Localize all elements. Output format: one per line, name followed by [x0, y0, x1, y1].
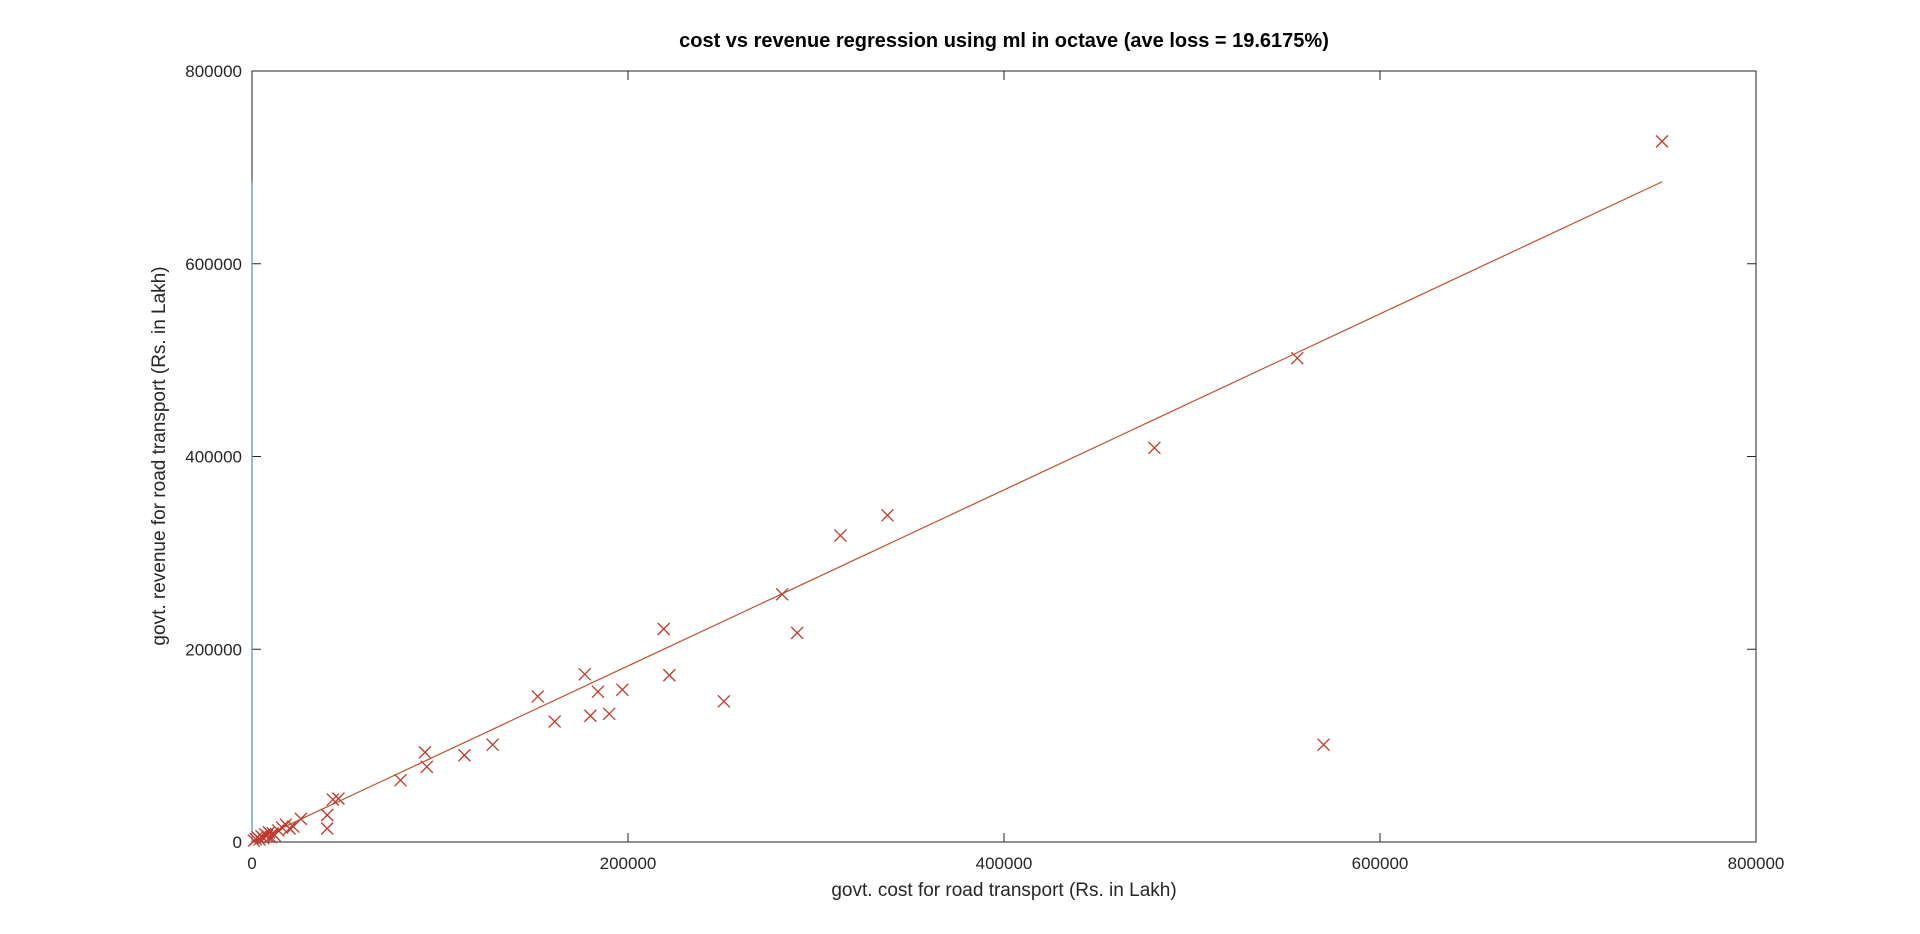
data-point [880, 508, 894, 522]
data-point [320, 808, 334, 822]
chart-title: cost vs revenue regression using ml in o… [679, 30, 1329, 52]
y-tick-label: 400000 [185, 448, 242, 467]
data-point [1147, 441, 1161, 455]
data-point [418, 745, 432, 759]
x-tick-label: 800000 [1728, 854, 1785, 873]
y-tick-label: 0 [233, 833, 242, 852]
y-tick-label: 200000 [185, 640, 242, 659]
data-point [1317, 738, 1331, 752]
x-tick-label: 0 [247, 854, 256, 873]
regression-line-layer [251, 181, 1663, 843]
data-point [457, 748, 471, 762]
data-point [294, 812, 308, 826]
x-tick-label: 600000 [1352, 854, 1409, 873]
x-tick-label: 400000 [976, 854, 1033, 873]
data-point [320, 822, 334, 835]
data-point [833, 529, 847, 542]
data-point [591, 685, 605, 699]
data-point [615, 683, 629, 697]
data-point [531, 690, 545, 703]
data-point [332, 792, 345, 806]
data-point [283, 822, 297, 835]
data-point [602, 707, 616, 721]
data-point [775, 587, 789, 601]
x-tick-label: 200000 [600, 854, 657, 873]
y-tick-label: 600000 [185, 255, 242, 274]
data-point [420, 760, 434, 774]
data-point [790, 626, 804, 640]
data-point [583, 709, 597, 723]
data-point [548, 715, 562, 728]
regression-line [251, 181, 1663, 843]
y-axis-label: govt. revenue for road transport (Rs. in… [149, 266, 170, 645]
data-point [578, 667, 592, 681]
data-point [717, 694, 731, 708]
data-point [1655, 134, 1669, 148]
data-point [662, 668, 676, 682]
axis-ticks: 0 200000 400000 600000 800000 0 200000 400000 60… [185, 62, 1784, 873]
data-point [486, 738, 500, 752]
data-point [657, 622, 671, 636]
data-point [1290, 351, 1304, 365]
data-point [326, 793, 340, 807]
data-point [394, 773, 407, 787]
plot-area [251, 70, 1757, 843]
data-points [247, 134, 1669, 848]
x-axis-label: govt. cost for road transport (Rs. in La… [831, 880, 1176, 901]
y-tick-label: 800000 [185, 62, 242, 81]
